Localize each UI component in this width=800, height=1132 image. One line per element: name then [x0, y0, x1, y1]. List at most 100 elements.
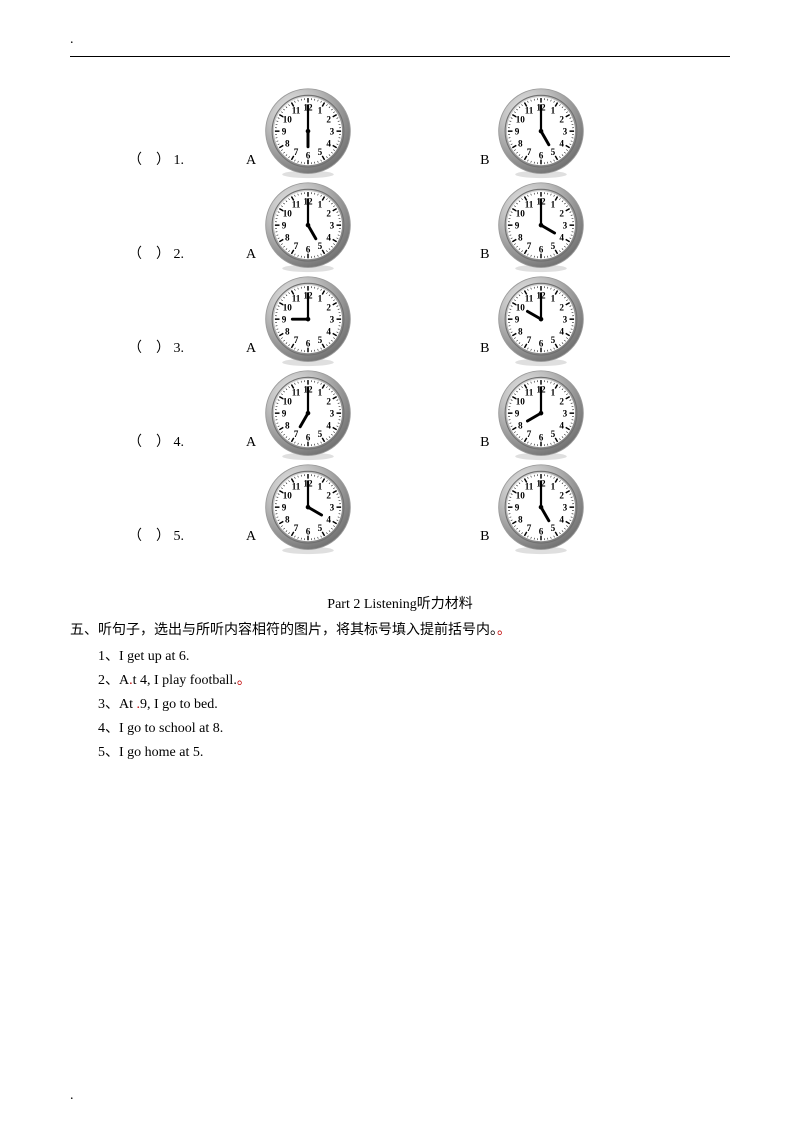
question-row: （ ） 5. A123456789101112B123456789101112 — [128, 463, 730, 555]
option-letter: B — [480, 529, 489, 555]
svg-text:6: 6 — [539, 338, 544, 348]
svg-text:2: 2 — [327, 396, 332, 406]
question-list: （ ） 1. A123456789101112B123456789101112（… — [128, 87, 730, 555]
svg-text:3: 3 — [563, 220, 568, 230]
svg-text:11: 11 — [525, 294, 534, 304]
question-label: （ ） 3. — [128, 337, 246, 367]
option-letter: A — [246, 529, 256, 555]
option-a: A123456789101112 — [246, 181, 354, 273]
option-b: B123456789101112 — [480, 463, 587, 555]
svg-text:2: 2 — [560, 208, 565, 218]
question-label: （ ） 5. — [128, 525, 246, 555]
clock-icon: 123456789101112 — [262, 275, 354, 367]
svg-text:4: 4 — [327, 514, 332, 524]
svg-text:3: 3 — [563, 502, 568, 512]
option-a: A123456789101112 — [246, 369, 354, 461]
svg-text:11: 11 — [292, 294, 301, 304]
svg-text:4: 4 — [327, 232, 332, 242]
svg-text:8: 8 — [285, 232, 290, 242]
svg-text:6: 6 — [539, 432, 544, 442]
svg-text:6: 6 — [306, 432, 311, 442]
sentence-text: 2、A — [98, 673, 129, 688]
svg-text:8: 8 — [518, 232, 523, 242]
svg-text:3: 3 — [563, 126, 568, 136]
option-letter: A — [246, 153, 256, 179]
svg-text:4: 4 — [327, 138, 332, 148]
svg-text:7: 7 — [527, 147, 532, 157]
svg-text:5: 5 — [318, 523, 323, 533]
sentence-text: t 4, I play football. — [133, 673, 237, 688]
svg-text:10: 10 — [516, 114, 526, 124]
svg-text:9: 9 — [282, 314, 287, 324]
svg-text:11: 11 — [525, 200, 534, 210]
section-title: Part 2 Listening听力材料 — [70, 593, 730, 613]
svg-text:3: 3 — [330, 408, 335, 418]
svg-text:6: 6 — [539, 150, 544, 160]
svg-text:10: 10 — [516, 208, 526, 218]
svg-text:11: 11 — [525, 388, 534, 398]
svg-text:2: 2 — [327, 490, 332, 500]
clock-icon: 123456789101112 — [495, 463, 587, 555]
svg-text:7: 7 — [527, 523, 532, 533]
option-letter: B — [480, 153, 489, 179]
option-letter: A — [246, 435, 256, 461]
svg-text:9: 9 — [282, 220, 287, 230]
option-b: B123456789101112 — [480, 87, 587, 179]
option-letter: A — [246, 341, 256, 367]
svg-text:7: 7 — [527, 429, 532, 439]
option-a: A123456789101112 — [246, 463, 354, 555]
clock-icon: 123456789101112 — [262, 87, 354, 179]
svg-text:1: 1 — [551, 482, 556, 492]
svg-text:6: 6 — [306, 338, 311, 348]
svg-text:6: 6 — [539, 526, 544, 536]
sentence-text: 9, I go to bed. — [140, 697, 218, 712]
svg-text:4: 4 — [560, 232, 565, 242]
svg-text:9: 9 — [515, 408, 520, 418]
svg-text:5: 5 — [551, 429, 556, 439]
svg-text:4: 4 — [560, 326, 565, 336]
svg-text:10: 10 — [516, 302, 526, 312]
svg-text:1: 1 — [551, 200, 556, 210]
header-dot: . — [70, 32, 74, 48]
svg-text:3: 3 — [330, 220, 335, 230]
option-letter: B — [480, 341, 489, 367]
svg-text:11: 11 — [292, 388, 301, 398]
svg-text:7: 7 — [527, 241, 532, 251]
sentence-item: 3、At .9, I go to bed. — [98, 693, 730, 713]
svg-text:7: 7 — [294, 429, 299, 439]
section-title-en: Part 2 Listening — [327, 597, 416, 612]
svg-text:7: 7 — [294, 523, 299, 533]
svg-text:7: 7 — [527, 335, 532, 345]
svg-text:3: 3 — [330, 502, 335, 512]
clock-icon: 123456789101112 — [262, 181, 354, 273]
option-letter: B — [480, 435, 489, 461]
svg-text:6: 6 — [306, 150, 311, 160]
svg-text:10: 10 — [516, 396, 526, 406]
svg-text:10: 10 — [283, 490, 293, 500]
svg-text:1: 1 — [318, 388, 323, 398]
svg-text:4: 4 — [560, 514, 565, 524]
svg-text:1: 1 — [318, 482, 323, 492]
document-page: . （ ） 1. A123456789101112B12345678910111… — [0, 0, 800, 1132]
svg-text:11: 11 — [292, 200, 301, 210]
question-row: （ ） 1. A123456789101112B123456789101112 — [128, 87, 730, 179]
option-letter: A — [246, 247, 256, 273]
svg-text:11: 11 — [525, 482, 534, 492]
clock-icon: 123456789101112 — [495, 87, 587, 179]
svg-text:5: 5 — [318, 241, 323, 251]
clock-icon: 123456789101112 — [495, 181, 587, 273]
sentence-item: 4、I go to school at 8. — [98, 717, 730, 737]
svg-text:8: 8 — [285, 138, 290, 148]
svg-text:4: 4 — [560, 420, 565, 430]
svg-text:10: 10 — [283, 114, 293, 124]
clock-icon: 123456789101112 — [262, 463, 354, 555]
sentence-item: 1、I get up at 6. — [98, 645, 730, 665]
svg-text:8: 8 — [518, 420, 523, 430]
section-desc-text: 五、听句子，选出与所听内容相符的图片，将其标号填入提前括号内。 — [70, 623, 497, 638]
sentence-text: 3、At — [98, 697, 137, 712]
svg-text:9: 9 — [282, 126, 287, 136]
svg-text:1: 1 — [318, 106, 323, 116]
svg-text:6: 6 — [306, 526, 311, 536]
svg-text:7: 7 — [294, 147, 299, 157]
svg-text:10: 10 — [283, 396, 293, 406]
